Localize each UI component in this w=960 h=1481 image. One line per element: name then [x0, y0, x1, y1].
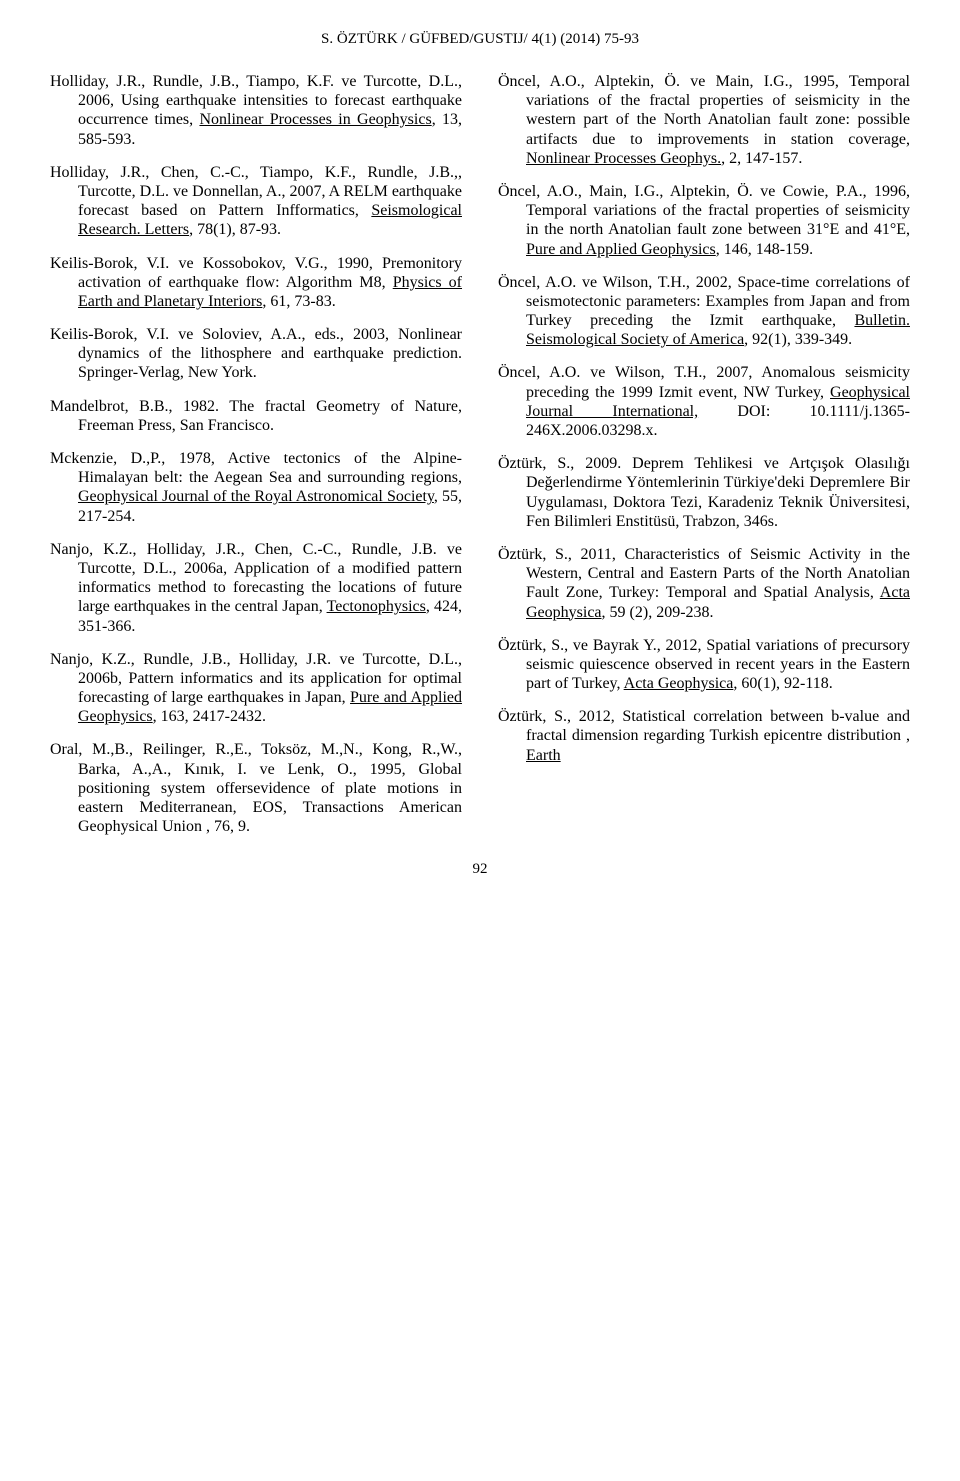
reference-entry: Oral, M.,B., Reilinger, R.,E., Toksöz, M… [50, 740, 462, 836]
reference-entry: Nanjo, K.Z., Rundle, J.B., Holliday, J.R… [50, 650, 462, 727]
journal-title: Acta Geophysica [624, 675, 734, 692]
reference-text: , 59 (2), 209-238. [602, 604, 714, 621]
reference-entry: Öncel, A.O., Alptekin, Ö. ve Main, I.G.,… [498, 72, 910, 168]
reference-text: , 60(1), 92-118. [733, 675, 832, 692]
reference-entry: Öztürk, S., 2009. Deprem Tehlikesi ve Ar… [498, 454, 910, 531]
reference-entry: Öncel, A.O. ve Wilson, T.H., 2007, Anoma… [498, 363, 910, 440]
reference-entry: Öncel, A.O. ve Wilson, T.H., 2002, Space… [498, 273, 910, 350]
reference-text: , 92(1), 339-349. [744, 331, 852, 348]
reference-text: , 78(1), 87-93. [189, 221, 281, 238]
reference-entry: Mckenzie, D.,P., 1978, Active tectonics … [50, 449, 462, 526]
reference-entry: Öncel, A.O., Main, I.G., Alptekin, Ö. ve… [498, 182, 910, 259]
reference-text: Mckenzie, D.,P., 1978, Active tectonics … [50, 450, 462, 486]
reference-text: Öncel, A.O., Alptekin, Ö. ve Main, I.G.,… [498, 73, 910, 148]
reference-text: , 163, 2417-2432. [153, 708, 266, 725]
reference-entry: Nanjo, K.Z., Holliday, J.R., Chen, C.-C.… [50, 540, 462, 636]
reference-text: , 2, 147-157. [721, 150, 802, 167]
journal-title: Nonlinear Processes in Geophysics [199, 111, 431, 128]
journal-title: Tectonophysics [327, 598, 426, 615]
reference-text: Öncel, A.O., Main, I.G., Alptekin, Ö. ve… [498, 183, 910, 238]
reference-entry: Öztürk, S., 2012, Statistical correlatio… [498, 707, 910, 765]
reference-entry: Öztürk, S., 2011, Characteristics of Sei… [498, 545, 910, 622]
journal-title: Nonlinear Processes Geophys. [526, 150, 721, 167]
reference-text: Öztürk, S., 2012, Statistical correlatio… [498, 708, 910, 744]
reference-text: Öztürk, S., 2011, Characteristics of Sei… [498, 546, 910, 601]
journal-title: Earth [526, 747, 561, 764]
reference-entry: Mandelbrot, B.B., 1982. The fractal Geom… [50, 397, 462, 435]
reference-entry: Holliday, J.R., Rundle, J.B., Tiampo, K.… [50, 72, 462, 149]
running-header: S. ÖZTÜRK / GÜFBED/GUSTIJ/ 4(1) (2014) 7… [50, 30, 910, 48]
reference-text: Mandelbrot, B.B., 1982. The fractal Geom… [50, 398, 462, 434]
page-number: 92 [50, 860, 910, 878]
reference-text: , 146, 148-159. [716, 241, 813, 258]
journal-title: Geophysical Journal of the Royal Astrono… [78, 488, 434, 505]
right-column: Öncel, A.O., Alptekin, Ö. ve Main, I.G.,… [498, 72, 910, 850]
journal-title: Pure and Applied Geophysics [526, 241, 716, 258]
reference-text: Öztürk, S., 2009. Deprem Tehlikesi ve Ar… [498, 455, 910, 530]
reference-entry: Keilis-Borok, V.I. ve Kossobokov, V.G., … [50, 254, 462, 312]
reference-entry: Holliday, J.R., Chen, C.-C., Tiampo, K.F… [50, 163, 462, 240]
reference-columns: Holliday, J.R., Rundle, J.B., Tiampo, K.… [50, 72, 910, 850]
reference-text: Öncel, A.O. ve Wilson, T.H., 2002, Space… [498, 274, 910, 329]
reference-text: Oral, M.,B., Reilinger, R.,E., Toksöz, M… [50, 741, 462, 835]
reference-entry: Öztürk, S., ve Bayrak Y., 2012, Spatial … [498, 636, 910, 694]
reference-text: , 61, 73-83. [262, 293, 335, 310]
reference-text: Keilis-Borok, V.I. ve Soloviev, A.A., ed… [50, 326, 462, 381]
left-column: Holliday, J.R., Rundle, J.B., Tiampo, K.… [50, 72, 462, 850]
reference-entry: Keilis-Borok, V.I. ve Soloviev, A.A., ed… [50, 325, 462, 383]
